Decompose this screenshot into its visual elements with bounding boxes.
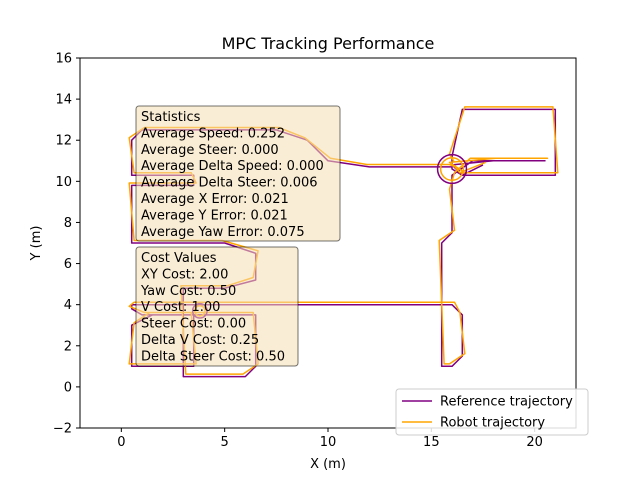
x-axis: 0 5 10 15 20 [117,428,543,450]
legend: Reference trajectory Robot trajectory [395,388,589,436]
statistics-box-line: Average Delta Speed: 0.000 [141,159,324,174]
y-axis-label: Y (m) [29,226,44,262]
statistics-box-line: Statistics [141,110,201,125]
statistics-box-line: Average Y Error: 0.021 [141,208,288,223]
x-tick-label: 0 [117,435,125,450]
cost-values-box-frame [135,246,299,367]
y-tick-label: 8 [64,216,72,231]
x-tick-label: 10 [320,435,337,450]
y-tick-label: 4 [64,298,72,313]
statistics-box-line: Average Yaw Error: 0.075 [141,225,305,240]
statistics-box-line: Average Delta Steer: 0.006 [141,176,318,191]
y-tick-label: 2 [64,339,72,354]
y-tick-label: 6 [64,257,72,272]
y-tick-label: 12 [55,134,72,149]
legend-frame [395,388,589,436]
cost-values-box-line: Cost Values [141,251,217,266]
y-axis: −2 0 2 4 6 8 10 12 14 16 [53,52,80,437]
y-tick-label: 10 [55,175,72,190]
y-tick-label: 16 [55,52,72,67]
trajectory-loop-0 [436,153,468,185]
statistics-box-frame [135,105,341,242]
statistics-box-line: Average X Error: 0.021 [141,192,289,207]
x-tick-label: 20 [526,435,543,450]
cost-values-box-line: Delta Steer Cost: 0.50 [141,349,285,364]
statistics-box-line: Average Steer: 0.000 [141,143,279,158]
trajectory-loop-1 [439,156,465,182]
cost-values-box-line: Steer Cost: 0.00 [141,317,246,332]
x-tick-label: 5 [221,435,229,450]
cost-values-box-line: Yaw Cost: 0.50 [140,284,236,299]
statistics-box-line: Average Speed: 0.252 [141,126,285,141]
cost-values-box-line: V Cost: 1.00 [141,300,220,315]
x-tick-label: 15 [423,435,440,450]
y-tick-label: 0 [64,380,72,395]
legend-label-1: Robot trajectory [440,416,545,431]
legend-label-0: Reference trajectory [440,395,573,410]
cost-values-box-line: XY Cost: 2.00 [141,267,228,282]
cost-values-box-line: Delta V Cost: 0.25 [141,333,259,348]
chart-title: MPC Tracking Performance [222,34,435,53]
x-axis-label: X (m) [310,457,346,472]
y-tick-label: 14 [55,93,72,108]
y-tick-label: −2 [53,422,72,437]
series-line-0 [130,108,557,378]
